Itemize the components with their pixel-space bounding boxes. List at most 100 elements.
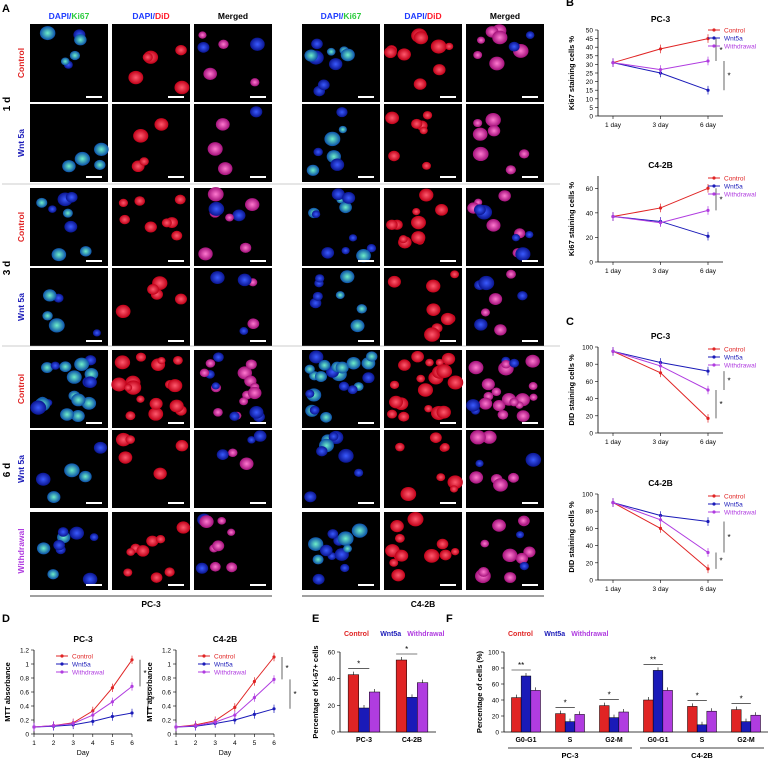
micrograph-c42b [466, 430, 544, 508]
cell-nucleus [213, 352, 224, 363]
cell-nucleus [343, 544, 352, 553]
data-point-wnt5a [706, 369, 710, 373]
y-tick-label: 1 [25, 662, 29, 669]
cell-nucleus [424, 404, 433, 413]
legend-label-control: Control [508, 631, 533, 638]
cell-nucleus [413, 78, 427, 90]
data-point-wnt5a [252, 712, 256, 717]
header-part: DiD [155, 11, 170, 21]
significance-mark: * [151, 696, 154, 705]
cell-nucleus [218, 162, 233, 176]
cell-nucleus [36, 542, 51, 555]
x-tick-label: G0-G1 [515, 737, 536, 744]
cell-nucleus [492, 400, 506, 412]
micrograph-c42b [384, 350, 464, 428]
cell-nucleus [153, 467, 167, 480]
cell-nucleus [320, 411, 332, 423]
cell-nucleus [491, 387, 502, 397]
cell-nucleus [389, 558, 399, 567]
cell-nucleus [89, 533, 99, 541]
header-part: Ki67 [343, 11, 361, 21]
cell-nucleus [139, 157, 149, 166]
cell-nucleus [492, 519, 506, 532]
cell-nucleus [57, 527, 69, 537]
cell-nucleus [498, 190, 511, 202]
data-point-withdrawal [611, 61, 615, 65]
micrograph-pc3 [112, 430, 190, 508]
cell-nucleus [239, 457, 254, 470]
cell-nucleus [436, 364, 452, 379]
bar-control [555, 713, 566, 733]
micrograph-c42b [384, 512, 462, 590]
y-tick-label: 60 [586, 186, 594, 193]
scale-bar [358, 176, 374, 178]
scale-bar [358, 340, 374, 342]
series-line-withdrawal [175, 679, 275, 728]
cell-nucleus [148, 407, 164, 421]
cell-nucleus [338, 381, 350, 391]
cell-nucleus [118, 198, 128, 208]
bar-wnt5a [608, 717, 620, 733]
group-label: PC-3 [561, 751, 578, 760]
cell-nucleus [92, 329, 101, 337]
cell-nucleus [208, 201, 225, 216]
cell-nucleus [250, 37, 265, 51]
cell-nucleus [424, 327, 440, 342]
tile-background [194, 24, 272, 102]
chart-title: PC-3 [651, 14, 671, 24]
cell-nucleus [326, 47, 336, 56]
micrograph-pc3 [194, 268, 272, 346]
data-point-withdrawal [272, 677, 276, 682]
scale-bar [440, 584, 456, 586]
legend-marker [712, 36, 716, 40]
micrograph-pc3 [194, 430, 272, 508]
y-tick-label: 0.4 [162, 704, 171, 711]
data-point-withdrawal [252, 696, 256, 700]
scale-bar [358, 584, 374, 586]
cell-nucleus [472, 146, 489, 162]
cell-nucleus [174, 293, 187, 305]
legend-marker [712, 176, 716, 180]
cell-nucleus [519, 561, 529, 571]
cell-nucleus [161, 218, 172, 228]
scale-bar [168, 502, 184, 504]
cell-nucleus [354, 468, 364, 477]
cell-nucleus [517, 291, 528, 301]
cell-nucleus [146, 535, 159, 547]
cell-nucleus [340, 563, 350, 573]
significance-mark: * [608, 691, 611, 700]
scale-bar [86, 502, 102, 504]
y-axis-label: Ki67 staining cells % [567, 36, 576, 111]
cell-nucleus [245, 198, 260, 212]
cell-nucleus [504, 572, 517, 583]
cell-nucleus [65, 191, 78, 203]
cell-nucleus [480, 308, 490, 317]
cell-nucleus [41, 362, 54, 373]
legend-label-withdrawal: Withdrawal [571, 631, 608, 638]
cell-nucleus [472, 127, 488, 141]
data-point-wnt5a [91, 719, 95, 724]
cell-nucleus [321, 247, 335, 259]
cell-nucleus [436, 473, 446, 482]
header-part: DAPI/ [321, 11, 344, 21]
bar-control [347, 674, 359, 733]
bar-withdrawal [618, 711, 629, 733]
cell-nucleus [126, 548, 136, 556]
cell-nucleus [207, 142, 223, 156]
micrograph-pc3 [194, 187, 272, 266]
cell-nucleus [47, 569, 59, 580]
cell-nucleus [417, 383, 434, 397]
scale-bar [168, 176, 184, 178]
cell-nucleus [64, 220, 78, 233]
cell-nucleus [505, 165, 516, 175]
scale-bar [440, 422, 456, 424]
y-tick-label: 60 [492, 682, 500, 689]
x-tick-label: 1 [174, 740, 178, 747]
x-tick-label: G2-M [605, 737, 623, 744]
cell-nucleus [480, 539, 490, 548]
data-point-control [658, 526, 663, 531]
cell-nucleus [247, 386, 262, 400]
x-tick-label: 3 [71, 740, 75, 747]
cell-nucleus [226, 562, 238, 573]
cell-nucleus [395, 549, 409, 562]
